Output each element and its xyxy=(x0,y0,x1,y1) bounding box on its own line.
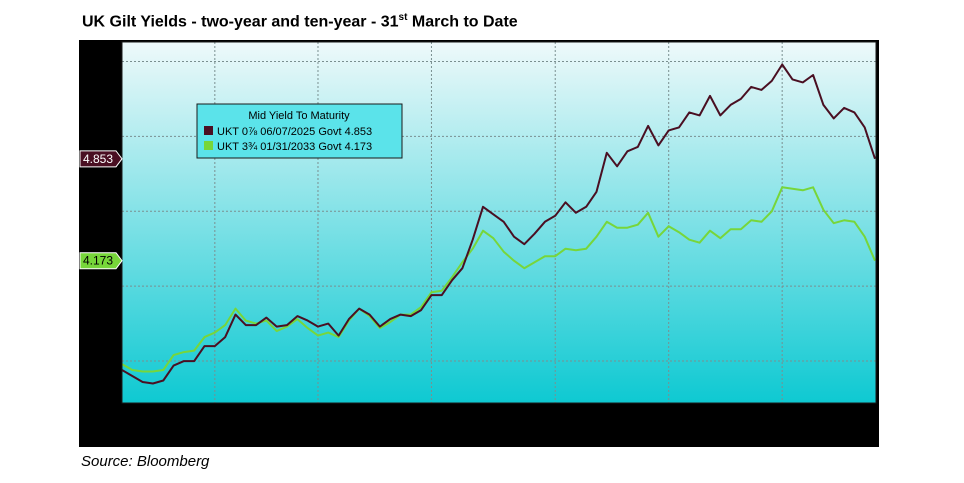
chart-frame: 3.500 4.000 4.500 5.000 5.500 Apr 14 Apr 28 May… xyxy=(79,40,879,447)
legend-box xyxy=(196,103,403,159)
source-caption: Source: Bloomberg xyxy=(81,453,210,470)
plot-area xyxy=(122,42,876,403)
y-tick-label: 5.000 xyxy=(87,129,117,143)
page-title: UK Gilt Yields - two-year and ten-year -… xyxy=(82,12,518,31)
y-tick-label: 4.500 xyxy=(87,204,117,218)
last-value-tag-10y xyxy=(79,252,123,270)
last-value-tag-2y-label: 4.853 xyxy=(83,152,113,166)
legend-entry-10y: UKT 3¾ 01/31/2033 Govt 4.173 xyxy=(217,141,372,153)
series-line-2y xyxy=(121,63,876,385)
x-tick-label: Jun 30 xyxy=(764,408,800,422)
legend-title: Mid Yield To Maturity xyxy=(248,110,350,122)
y-tick-label: 5.500 xyxy=(87,54,117,68)
chart-svg: 3.500 4.000 4.500 5.000 5.500 Apr 14 Apr 28 May… xyxy=(79,41,879,444)
x-tick-label: Apr 28 xyxy=(300,408,336,422)
legend-swatch-10y xyxy=(204,141,213,150)
footer-center: Copyright© 2023 Bloomberg Finance L.P. xyxy=(510,436,639,444)
y-tick-label: 4.000 xyxy=(87,279,117,293)
x-tick-label: May 31 xyxy=(536,408,576,422)
plot-border xyxy=(121,41,877,404)
x-tick-label: Jul 14 xyxy=(869,408,879,422)
x-tick-label: Apr 14 xyxy=(197,408,233,422)
footer-left: AZ278084 Corp (UKT 0 ⅞ 06/07/25) Daily 3… xyxy=(81,437,290,444)
x-tick-label: May 15 xyxy=(412,408,452,422)
last-value-tag-10y-label: 4.173 xyxy=(83,254,113,268)
x-year-label: 2023 xyxy=(542,422,569,436)
y-tick-label: 3.500 xyxy=(87,354,117,368)
last-value-tag-2y xyxy=(79,150,123,168)
footer-right: 19-Jul-2023 12:33:16 xyxy=(809,437,875,444)
legend: Mid Yield To Maturity UKT 0⅞ 06/07/2025 … xyxy=(196,103,403,159)
x-tick-label: Jun 15 xyxy=(651,408,687,422)
series-line-10y xyxy=(121,186,876,373)
legend-entry-2y: UKT 0⅞ 06/07/2025 Govt 4.853 xyxy=(217,126,372,138)
legend-swatch-2y xyxy=(204,126,213,135)
